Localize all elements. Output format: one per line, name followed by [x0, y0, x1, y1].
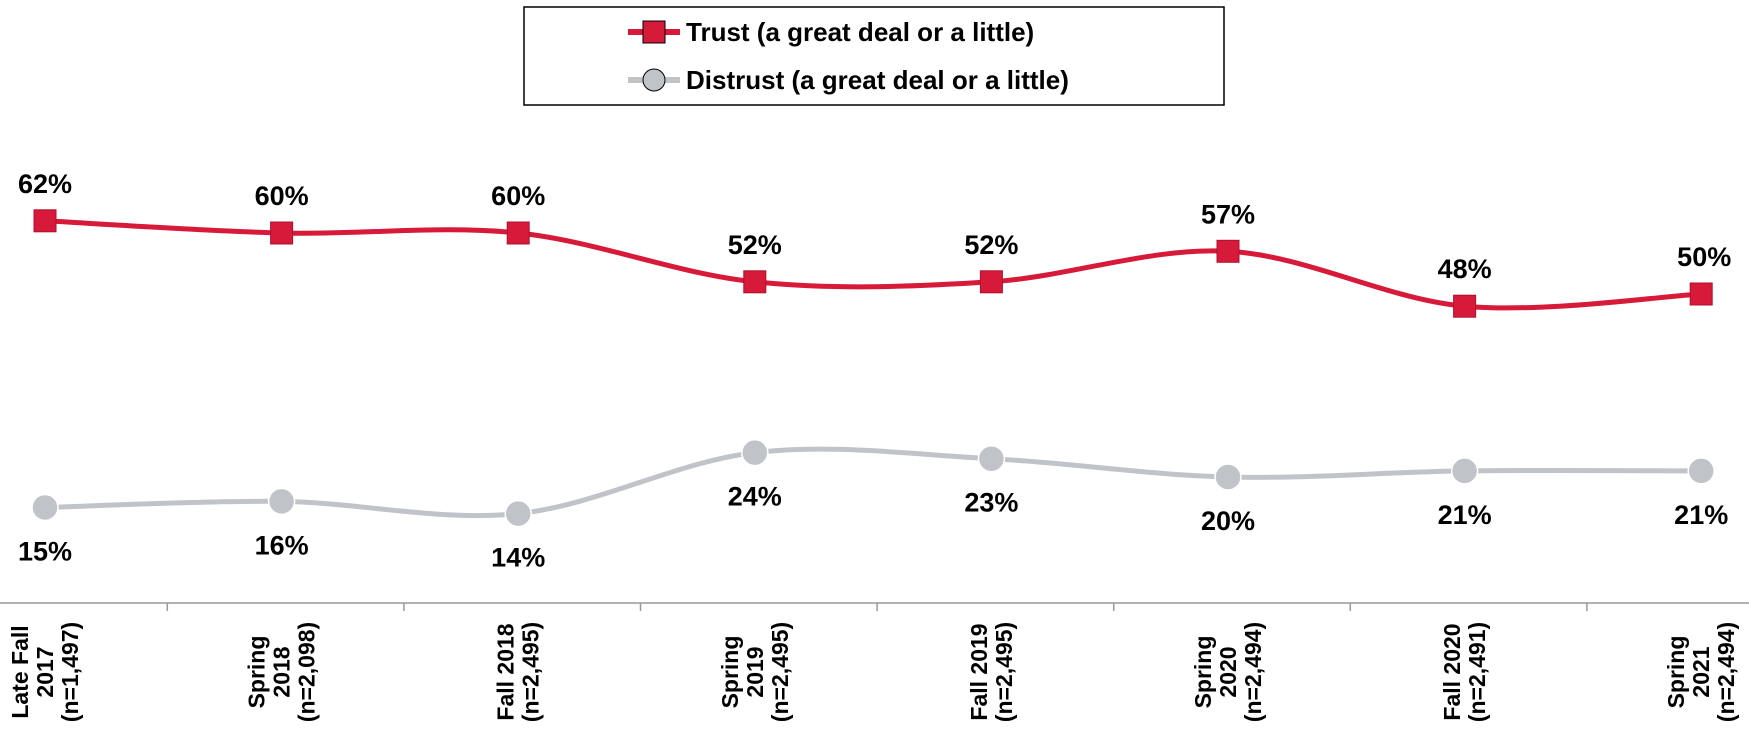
marker — [504, 499, 532, 528]
data-label: 15% — [18, 537, 72, 567]
marker — [979, 270, 1003, 294]
x-tick-label: Spring2021(n=2,494) — [1663, 622, 1739, 722]
marker — [743, 270, 767, 294]
marker — [31, 493, 59, 522]
marker — [977, 444, 1006, 473]
marker — [1687, 457, 1715, 485]
marker — [741, 438, 769, 467]
x-tick-label: Fall 2019(n=2,495) — [966, 622, 1017, 722]
legend-marker — [642, 68, 666, 92]
marker — [1453, 294, 1477, 318]
marker — [506, 221, 530, 245]
data-label: 21% — [1674, 500, 1728, 530]
data-label: 57% — [1201, 199, 1255, 229]
data-label: 50% — [1677, 242, 1731, 272]
x-tick-label: Spring2019(n=2,495) — [717, 622, 793, 722]
marker — [1216, 239, 1240, 263]
legend-marker — [642, 20, 666, 44]
marker — [267, 487, 296, 516]
legend-label: Trust (a great deal or a little) — [686, 17, 1034, 47]
data-label: 24% — [728, 482, 782, 512]
x-tick-label: Late Fall2017(n=1,497) — [7, 622, 83, 722]
legend-label: Distrust (a great deal or a little) — [686, 65, 1069, 95]
marker — [1450, 457, 1479, 485]
data-label: 14% — [491, 543, 545, 573]
x-tick-label: Fall 2020(n=2,491) — [1439, 622, 1490, 722]
marker — [1689, 282, 1713, 306]
data-label: 60% — [491, 181, 545, 211]
marker — [33, 209, 57, 233]
data-label: 20% — [1201, 506, 1255, 536]
data-label: 60% — [255, 181, 309, 211]
x-tick-label: Spring2018(n=2,098) — [244, 622, 320, 722]
x-tick-label: Fall 2018(n=2,495) — [493, 622, 544, 722]
data-label: 62% — [18, 169, 72, 199]
x-tick-label: Spring2020(n=2,494) — [1190, 622, 1266, 722]
data-label: 23% — [964, 488, 1018, 518]
data-label: 21% — [1438, 500, 1492, 530]
data-label: 16% — [255, 530, 309, 560]
legend-box — [523, 6, 1225, 106]
series-line — [44, 218, 1702, 311]
data-label: 48% — [1438, 254, 1492, 284]
marker — [1214, 463, 1242, 491]
marker — [270, 221, 294, 245]
data-label: 52% — [964, 230, 1018, 260]
data-label: 52% — [728, 230, 782, 260]
series-line — [44, 446, 1702, 519]
